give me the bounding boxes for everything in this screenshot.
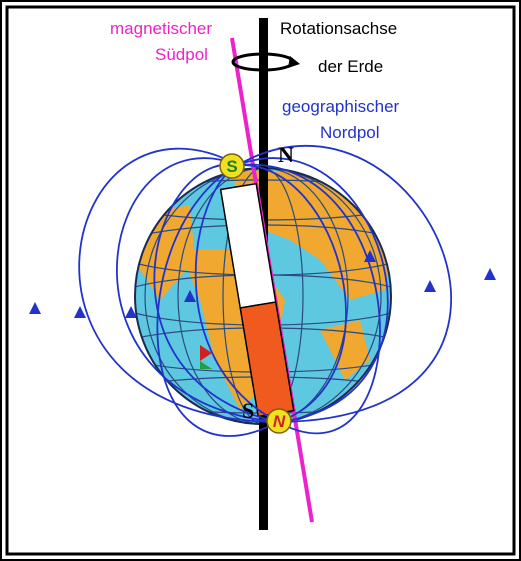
magnetic-pole-label: Südpol	[155, 45, 208, 64]
rotation-axis-label: der Erde	[318, 57, 383, 76]
magnetic-pole-label: magnetischer	[110, 19, 212, 38]
rotation-axis-label: Rotationsachse	[280, 19, 397, 38]
magnet-north-label: N	[273, 412, 286, 431]
geo-south-label: S	[242, 398, 254, 423]
geo-north-label: N	[278, 142, 294, 167]
magnet-south-label: S	[226, 157, 237, 176]
geographic-pole-label: Nordpol	[320, 123, 380, 142]
geographic-pole-label: geographischer	[282, 97, 400, 116]
diagram: S N N S magnetischer Südpol Rotationsach…	[0, 0, 521, 561]
